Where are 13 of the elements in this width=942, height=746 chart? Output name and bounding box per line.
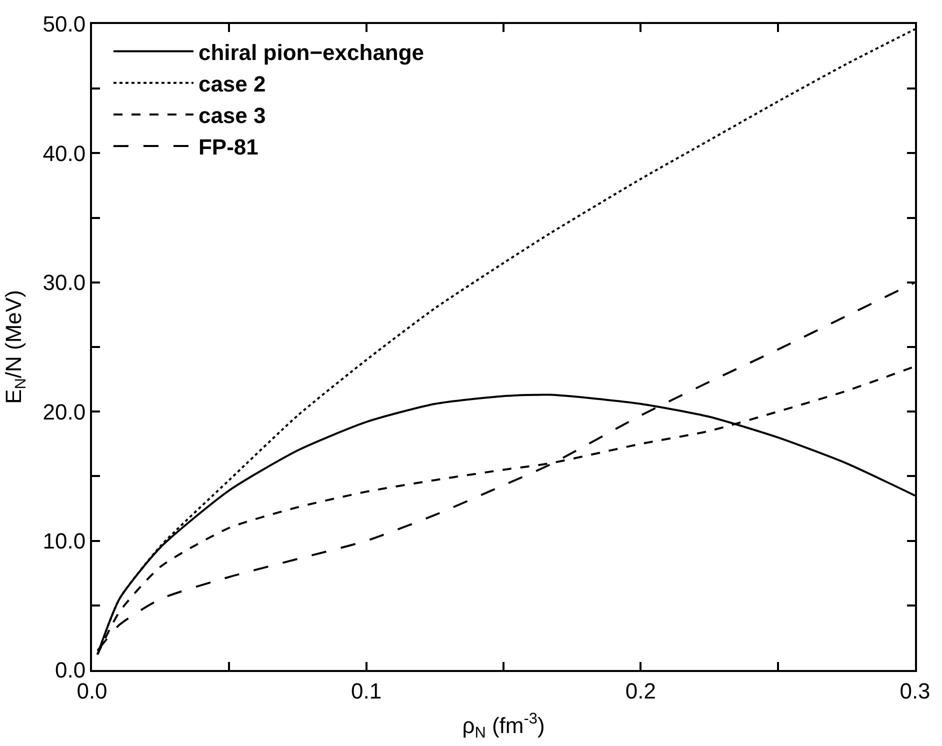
y-tick-label: 20.0	[42, 399, 86, 424]
y-tick-label: 50.0	[42, 12, 86, 37]
legend-label: FP-81	[198, 134, 258, 160]
y-tick-label: 40.0	[42, 140, 86, 166]
x-tick-label: 0.3	[900, 678, 930, 704]
legend-label: chiral pion−exchange	[198, 40, 424, 65]
legend-label: case 3	[198, 103, 266, 128]
x-axis-title: ρ$_{N}$ (fm$^{-3}$)	[462, 710, 545, 742]
legend-label: case 2	[198, 71, 266, 96]
y-tick-label: 30.0	[42, 270, 86, 296]
x-tick-label: 0.1	[351, 678, 382, 704]
y-tick-label: 10.0	[42, 528, 86, 554]
x-tick-label: 0.2	[625, 678, 656, 704]
